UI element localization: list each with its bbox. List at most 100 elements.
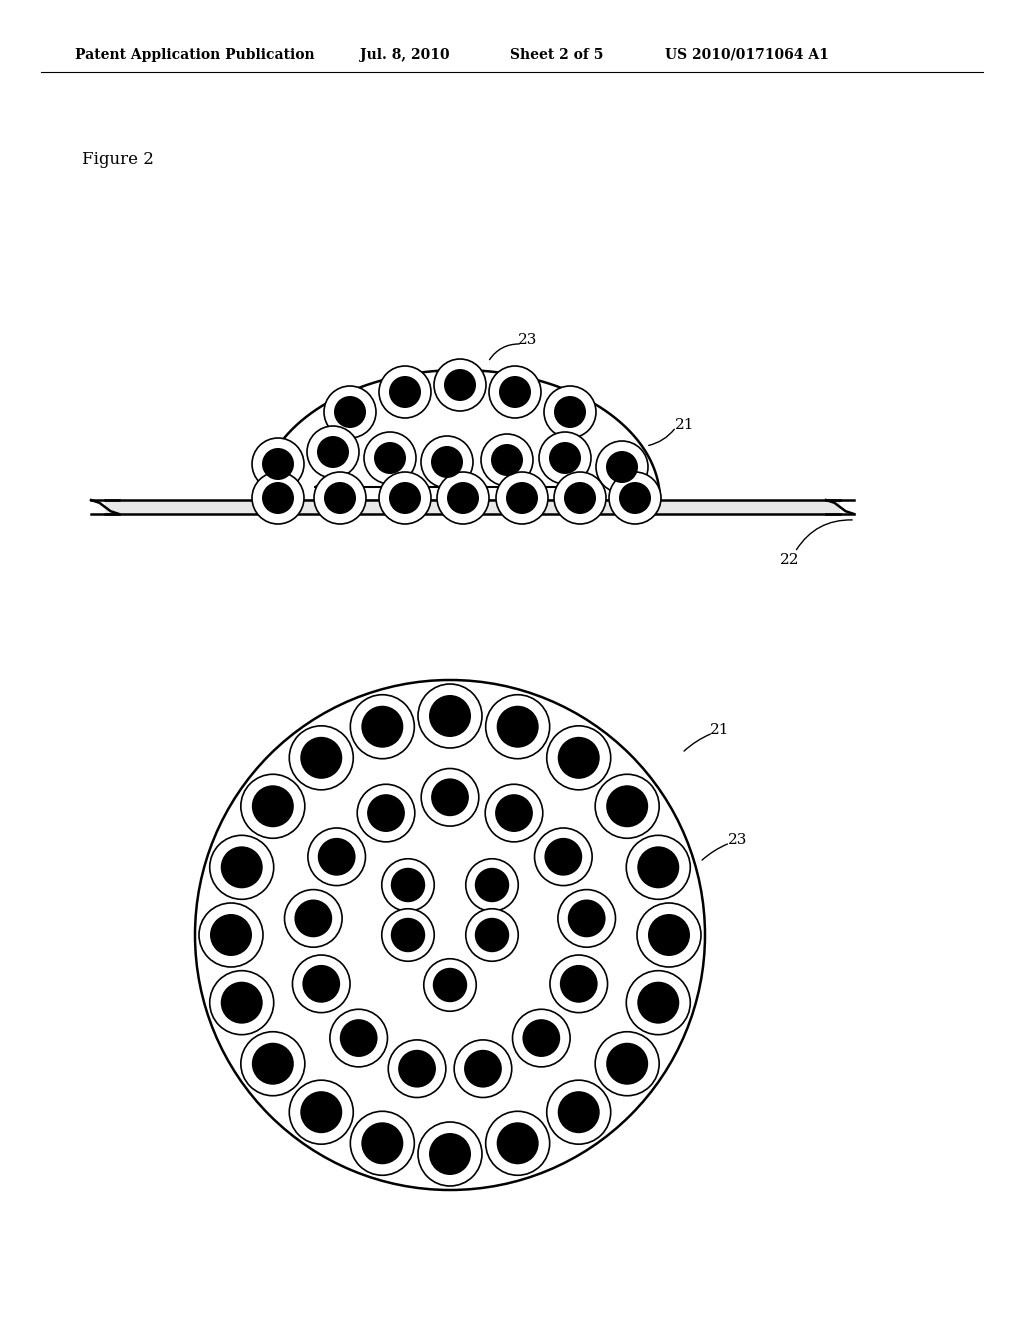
- Circle shape: [485, 694, 550, 759]
- Circle shape: [512, 1010, 570, 1067]
- Circle shape: [595, 1032, 659, 1096]
- Circle shape: [564, 482, 596, 513]
- Polygon shape: [105, 500, 840, 513]
- Circle shape: [289, 726, 353, 789]
- Text: Jul. 8, 2010: Jul. 8, 2010: [360, 48, 450, 62]
- Text: Figure 2: Figure 2: [82, 152, 154, 169]
- Circle shape: [627, 836, 690, 899]
- Circle shape: [221, 846, 263, 888]
- Circle shape: [241, 775, 305, 838]
- Circle shape: [475, 917, 509, 952]
- Text: Sheet 2 of 5: Sheet 2 of 5: [510, 48, 603, 62]
- Circle shape: [382, 859, 434, 911]
- Circle shape: [293, 956, 350, 1012]
- Circle shape: [545, 838, 583, 875]
- Circle shape: [433, 968, 467, 1002]
- Circle shape: [424, 958, 476, 1011]
- Circle shape: [374, 442, 406, 474]
- Circle shape: [334, 396, 366, 428]
- Circle shape: [357, 784, 415, 842]
- Circle shape: [429, 696, 471, 737]
- Circle shape: [558, 1092, 600, 1133]
- Circle shape: [295, 899, 332, 937]
- Circle shape: [300, 1092, 342, 1133]
- Circle shape: [350, 1111, 415, 1175]
- Circle shape: [596, 441, 648, 492]
- Circle shape: [391, 867, 425, 903]
- Circle shape: [289, 1080, 353, 1144]
- Text: 23: 23: [728, 833, 748, 847]
- Circle shape: [506, 482, 538, 513]
- Circle shape: [595, 775, 659, 838]
- Circle shape: [350, 694, 415, 759]
- Circle shape: [241, 1032, 305, 1096]
- Circle shape: [285, 890, 342, 948]
- Circle shape: [444, 370, 476, 401]
- Text: 21: 21: [675, 418, 694, 432]
- Polygon shape: [260, 370, 660, 500]
- Circle shape: [447, 482, 479, 513]
- Circle shape: [481, 434, 534, 486]
- Circle shape: [421, 768, 479, 826]
- Circle shape: [389, 376, 421, 408]
- Circle shape: [252, 785, 294, 828]
- Circle shape: [475, 867, 509, 903]
- Circle shape: [547, 726, 610, 789]
- Circle shape: [490, 444, 523, 477]
- Circle shape: [199, 903, 263, 968]
- Circle shape: [379, 473, 431, 524]
- Circle shape: [221, 982, 263, 1024]
- Circle shape: [549, 442, 581, 474]
- Circle shape: [606, 451, 638, 483]
- Circle shape: [418, 1122, 482, 1185]
- Text: US 2010/0171064 A1: US 2010/0171064 A1: [665, 48, 828, 62]
- Circle shape: [496, 473, 548, 524]
- Circle shape: [637, 903, 701, 968]
- Circle shape: [539, 432, 591, 484]
- Circle shape: [364, 432, 416, 484]
- Circle shape: [389, 482, 421, 513]
- Circle shape: [627, 970, 690, 1035]
- Circle shape: [210, 970, 273, 1035]
- Circle shape: [262, 447, 294, 480]
- Circle shape: [437, 473, 489, 524]
- Circle shape: [317, 838, 355, 875]
- Circle shape: [499, 376, 531, 408]
- Circle shape: [431, 779, 469, 816]
- Circle shape: [195, 680, 705, 1191]
- Circle shape: [317, 436, 349, 469]
- Circle shape: [455, 1040, 512, 1097]
- Circle shape: [314, 473, 366, 524]
- Circle shape: [497, 706, 539, 747]
- Circle shape: [466, 908, 518, 961]
- Circle shape: [308, 828, 366, 886]
- Circle shape: [618, 482, 651, 513]
- Circle shape: [606, 785, 648, 828]
- Circle shape: [324, 482, 356, 513]
- Circle shape: [606, 1043, 648, 1085]
- Circle shape: [382, 908, 434, 961]
- Circle shape: [550, 956, 607, 1012]
- Circle shape: [391, 917, 425, 952]
- Circle shape: [434, 359, 486, 411]
- Circle shape: [307, 426, 359, 478]
- Circle shape: [361, 1122, 403, 1164]
- Circle shape: [558, 890, 615, 948]
- Circle shape: [558, 737, 600, 779]
- Circle shape: [431, 446, 463, 478]
- Circle shape: [252, 473, 304, 524]
- Circle shape: [637, 982, 679, 1024]
- Circle shape: [340, 1019, 378, 1057]
- Circle shape: [554, 396, 586, 428]
- Circle shape: [302, 965, 340, 1003]
- Circle shape: [547, 1080, 610, 1144]
- Circle shape: [489, 366, 541, 418]
- Circle shape: [497, 1122, 539, 1164]
- Circle shape: [252, 1043, 294, 1085]
- Circle shape: [418, 684, 482, 748]
- Text: 23: 23: [518, 333, 538, 347]
- Circle shape: [300, 737, 342, 779]
- Circle shape: [648, 913, 690, 956]
- Circle shape: [554, 473, 606, 524]
- Circle shape: [210, 913, 252, 956]
